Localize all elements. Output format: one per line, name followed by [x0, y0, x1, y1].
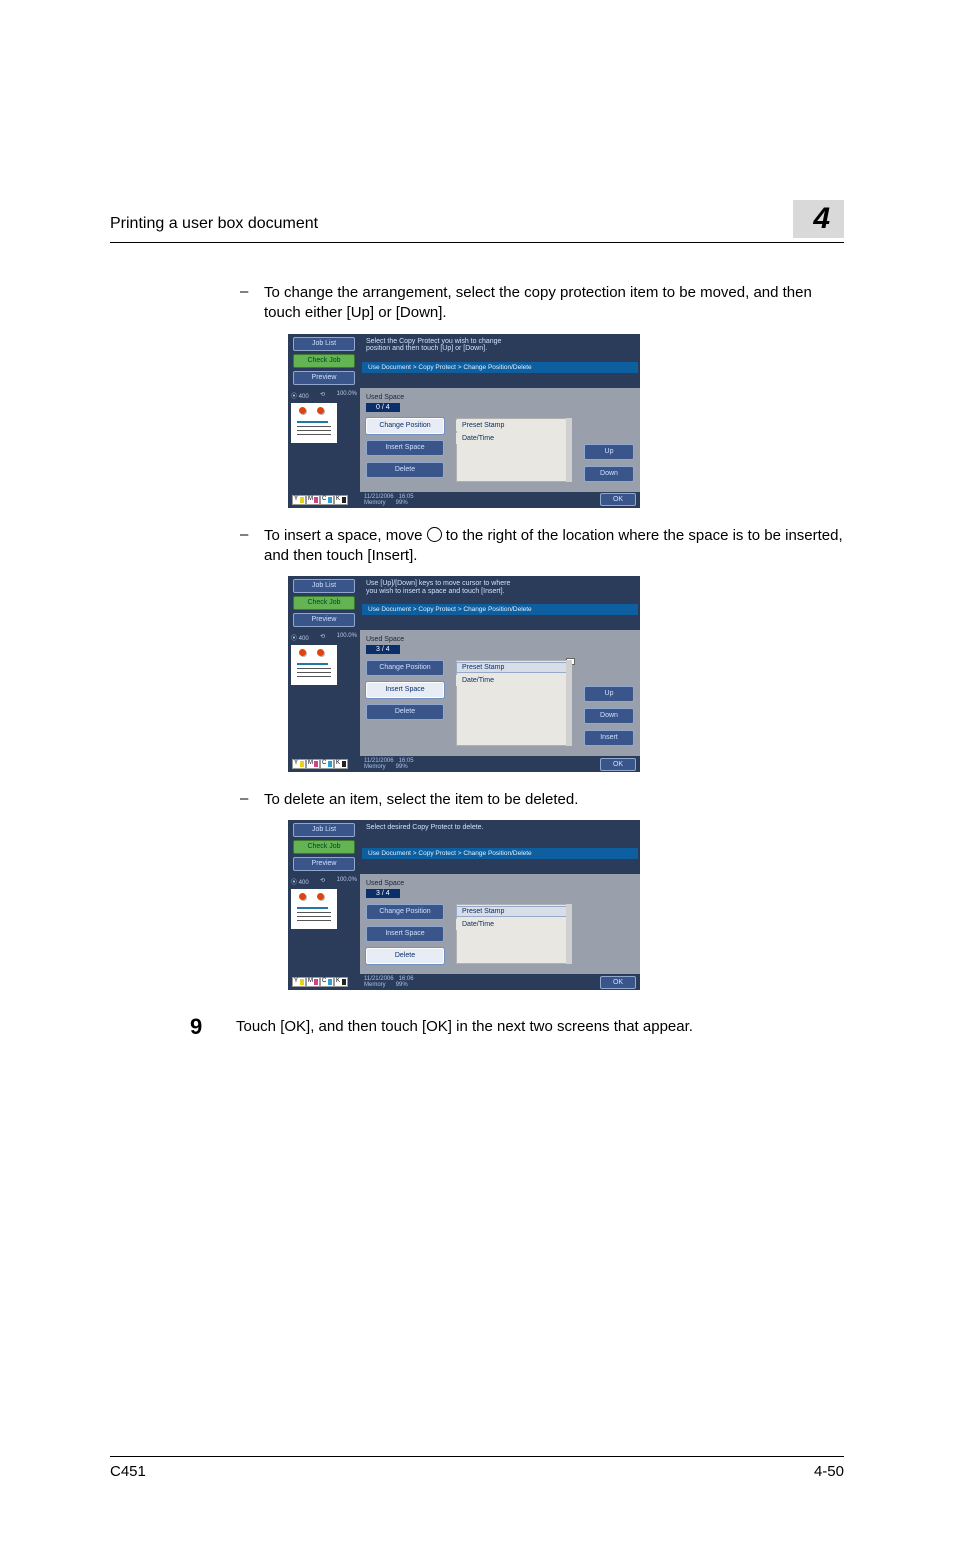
- header-title: Printing a user box document: [110, 215, 318, 233]
- up-button[interactable]: Up: [584, 444, 634, 460]
- page-header: Printing a user box document 4: [110, 200, 844, 243]
- job-list-tab[interactable]: Job List: [293, 823, 355, 837]
- mfp-touchscreen: Job List Check Job Preview Use [Up]/[Dow…: [288, 576, 640, 772]
- list-item[interactable]: Preset Stamp: [456, 420, 572, 431]
- datetime-status: 11/21/2006 16:05Memory 99%: [360, 758, 414, 770]
- down-button[interactable]: Down: [584, 466, 634, 482]
- insert-button[interactable]: Insert: [584, 730, 634, 746]
- ok-button[interactable]: OK: [600, 758, 636, 771]
- up-button[interactable]: Up: [584, 686, 634, 702]
- preview-tab[interactable]: Preview: [293, 371, 355, 385]
- bullet-3: – To delete an item, select the item to …: [240, 790, 844, 810]
- bullet-2: – To insert a space, move to the right o…: [240, 526, 844, 567]
- used-space-counter: 0 / 4: [366, 403, 400, 412]
- list-item[interactable]: Preset Stamp: [456, 662, 572, 673]
- page-footer: C451 4-50: [110, 1456, 844, 1480]
- bullet-1: – To change the arrangement, select the …: [240, 283, 844, 324]
- toner-indicator: YMCK: [288, 759, 360, 769]
- preview-tab[interactable]: Preview: [293, 857, 355, 871]
- mfp-touchscreen: Job List Check Job Preview Select the Co…: [288, 334, 640, 508]
- screenshot-delete: Job List Check Job Preview Select desire…: [288, 820, 844, 990]
- ok-button[interactable]: OK: [600, 976, 636, 989]
- job-list-tab[interactable]: Job List: [293, 337, 355, 351]
- delete-button[interactable]: Delete: [366, 462, 444, 478]
- datetime-status: 11/21/2006 16:06Memory 99%: [360, 976, 414, 988]
- step-number: 9: [190, 1014, 236, 1040]
- used-space-counter: 3 / 4: [366, 889, 400, 898]
- check-job-tab[interactable]: Check Job: [293, 354, 355, 368]
- used-space-counter: 3 / 4: [366, 645, 400, 654]
- breadcrumb: Use Document > Copy Protect > Change Pos…: [362, 362, 638, 373]
- down-button[interactable]: Down: [584, 708, 634, 724]
- change-position-button[interactable]: Change Position: [366, 904, 444, 920]
- zoom-indicator: ⦿ 400 ⟲ 100.0%: [291, 391, 357, 400]
- list-item[interactable]: Date/Time: [456, 919, 572, 930]
- job-list-tab[interactable]: Job List: [293, 579, 355, 593]
- used-space-label: Used Space: [366, 880, 634, 887]
- document-thumbnail[interactable]: [291, 645, 337, 685]
- zoom-indicator: ⦿ 400 ⟲ 100.0%: [291, 877, 357, 886]
- list-item[interactable]: Date/Time: [456, 433, 572, 444]
- change-position-button[interactable]: Change Position: [366, 418, 444, 434]
- scrollbar[interactable]: [566, 418, 572, 482]
- step-9: 9 Touch [OK], and then touch [OK] in the…: [190, 1014, 844, 1040]
- insert-space-button[interactable]: Insert Space: [366, 440, 444, 456]
- used-space-label: Used Space: [366, 636, 634, 643]
- insert-space-button[interactable]: Insert Space: [366, 926, 444, 942]
- toner-indicator: YMCK: [288, 495, 360, 505]
- datetime-status: 11/21/2006 16:05Memory 99%: [360, 494, 414, 506]
- item-list-pane: Preset Stamp Date/Time: [456, 904, 572, 964]
- change-position-button[interactable]: Change Position: [366, 660, 444, 676]
- screenshot-change-position: Job List Check Job Preview Select the Co…: [288, 334, 844, 508]
- toner-indicator: YMCK: [288, 977, 360, 987]
- item-list-pane: Preset Stamp Date/Time: [456, 418, 572, 482]
- scrollbar[interactable]: [566, 660, 572, 746]
- insert-space-button[interactable]: Insert Space: [366, 682, 444, 698]
- check-job-tab[interactable]: Check Job: [293, 840, 355, 854]
- screenshot-insert-space: Job List Check Job Preview Use [Up]/[Dow…: [288, 576, 844, 772]
- footer-page: 4-50: [814, 1463, 844, 1480]
- delete-button[interactable]: Delete: [366, 948, 444, 964]
- footer-model: C451: [110, 1463, 146, 1480]
- zoom-indicator: ⦿ 400 ⟲ 100.0%: [291, 633, 357, 642]
- mfp-touchscreen: Job List Check Job Preview Select desire…: [288, 820, 640, 990]
- instruction-text: Use [Up]/[Down] keys to move cursor to w…: [360, 576, 640, 602]
- item-list-pane: Preset Stamp Date/Time: [456, 660, 572, 746]
- chapter-number: 4: [793, 200, 844, 238]
- list-item[interactable]: Date/Time: [456, 675, 572, 686]
- used-space-label: Used Space: [366, 394, 634, 401]
- list-item[interactable]: Preset Stamp: [456, 906, 572, 917]
- instruction-text: Select desired Copy Protect to delete.: [360, 820, 640, 846]
- delete-button[interactable]: Delete: [366, 704, 444, 720]
- instruction-text: Select the Copy Protect you wish to chan…: [360, 334, 640, 360]
- document-thumbnail[interactable]: [291, 403, 337, 443]
- ok-button[interactable]: OK: [600, 493, 636, 506]
- step-text: Touch [OK], and then touch [OK] in the n…: [236, 1014, 693, 1040]
- scrollbar[interactable]: [566, 904, 572, 964]
- document-thumbnail[interactable]: [291, 889, 337, 929]
- preview-tab[interactable]: Preview: [293, 613, 355, 627]
- breadcrumb: Use Document > Copy Protect > Change Pos…: [362, 604, 638, 615]
- check-job-tab[interactable]: Check Job: [293, 596, 355, 610]
- circle-cursor-icon: [427, 527, 442, 542]
- breadcrumb: Use Document > Copy Protect > Change Pos…: [362, 848, 638, 859]
